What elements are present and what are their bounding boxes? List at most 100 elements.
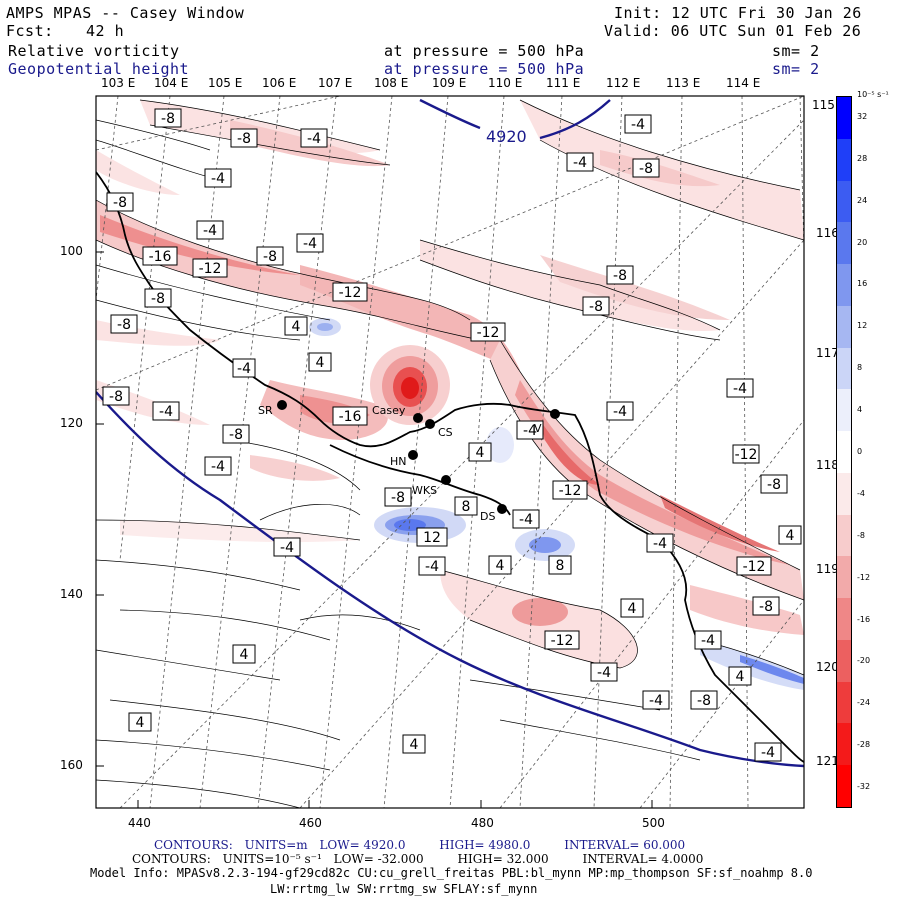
- station-label: DS: [480, 510, 495, 523]
- station-dot: [413, 413, 423, 423]
- contour-label: -4: [649, 693, 663, 709]
- contour-label: -4: [523, 423, 537, 439]
- colorbar-label: -32: [857, 782, 871, 792]
- station-dot: [497, 504, 507, 514]
- station-dot: [550, 409, 560, 419]
- lon-label: 108 E: [374, 76, 409, 90]
- contour-label: 8: [462, 499, 471, 515]
- contour-label: -12: [743, 559, 766, 575]
- contour-label: -4: [237, 361, 251, 377]
- colorbar-swatch: [837, 681, 851, 724]
- colorbar-swatch: [837, 639, 851, 682]
- lon-label: 107 E: [318, 76, 353, 90]
- station-dot: [441, 475, 451, 485]
- contour-label: -8: [229, 427, 243, 443]
- colorbar-label: -4: [857, 488, 865, 498]
- colorbar-label: 4: [857, 405, 863, 415]
- contour-label: -8: [697, 693, 711, 709]
- vorticity-contour-info: CONTOURS: UNITS=10⁻⁵ s⁻¹ LOW= -32.000 HI…: [132, 852, 703, 866]
- contour-info-units: UNITS=m: [244, 838, 308, 852]
- lon-label: 103 E: [101, 76, 136, 90]
- colorbar-swatch: [837, 389, 851, 432]
- contour-label: -4: [613, 404, 627, 420]
- station-label: HN: [390, 455, 407, 468]
- lon-label: 114 E: [726, 76, 761, 90]
- lon-label: 109 E: [432, 76, 467, 90]
- contour-label: 4: [240, 647, 249, 663]
- contour-label: -4: [203, 223, 217, 239]
- contour-label: -8: [639, 161, 653, 177]
- colorbar: [836, 96, 852, 808]
- model-info-physics: LW:rrtmg_lw SW:rrtmg_sw SFLAY:sf_mynn: [270, 882, 538, 896]
- map-background: [96, 96, 804, 808]
- contour-label: 4: [292, 319, 301, 335]
- lon-label: 113 E: [666, 76, 701, 90]
- y-tick-label: 100: [60, 244, 83, 258]
- contour-label: -8: [113, 195, 127, 211]
- contour-info-low: LOW= 4920.0: [319, 838, 406, 852]
- contour-label: -4: [211, 171, 225, 187]
- contour-label: -12: [477, 325, 500, 341]
- plot-title: AMPS MPAS -- Casey Window: [6, 4, 245, 22]
- field2-smoothing: sm= 2: [772, 60, 820, 78]
- contour-label: 8: [556, 558, 565, 574]
- vorticity-field: [96, 100, 804, 690]
- colorbar-label: -24: [857, 698, 871, 708]
- y-tick-label: 160: [60, 758, 83, 772]
- field1-level: at pressure = 500 hPa: [384, 42, 585, 60]
- height-contour-info: CONTOURS: UNITS=m LOW= 4920.0 HIGH= 4980…: [154, 838, 685, 852]
- contour-label: -8: [759, 599, 773, 615]
- contour-label: 4: [410, 737, 419, 753]
- contour-label: 4: [628, 601, 637, 617]
- lon-label: 105 E: [208, 76, 243, 90]
- contour-info-interval: INTERVAL= 4.0000: [582, 852, 704, 866]
- contour-label: -4: [519, 512, 533, 528]
- contour-label: -12: [559, 483, 582, 499]
- forecast-label: Fcst:: [6, 22, 54, 40]
- colorbar-swatch: [837, 472, 851, 515]
- contour-info-label: CONTOURS:: [154, 838, 233, 852]
- colorbar-label: 16: [857, 279, 868, 289]
- contour-label: -8: [151, 291, 165, 307]
- station-label: V: [534, 422, 542, 435]
- station-dot: [425, 419, 435, 429]
- colorbar-swatch: [837, 556, 851, 599]
- station-label: WKS: [412, 484, 437, 497]
- contour-label: 4: [496, 558, 505, 574]
- colorbar-label: 32: [857, 111, 868, 121]
- field1-smoothing: sm= 2: [772, 42, 820, 60]
- contour-label: -4: [280, 540, 294, 556]
- contour-label: -8: [391, 490, 405, 506]
- contour-label: -8: [109, 389, 123, 405]
- lon-label: 106 E: [262, 76, 297, 90]
- contour-label: -4: [425, 559, 439, 575]
- colorbar-label: 20: [857, 237, 868, 247]
- lon-label: 111 E: [546, 76, 581, 90]
- contour-label: -12: [339, 285, 362, 301]
- colorbar-swatch: [837, 97, 851, 139]
- contour-label: -8: [263, 249, 277, 265]
- x-tick-label: 480: [471, 816, 494, 830]
- contour-label: -8: [613, 268, 627, 284]
- colorbar-swatch: [837, 514, 851, 557]
- contour-info-low: LOW= -32.000: [333, 852, 424, 866]
- y-tick-label: 140: [60, 587, 83, 601]
- contour-label: -4: [733, 381, 747, 397]
- colorbar-label: 24: [857, 195, 868, 205]
- forecast-hour: 42 h: [86, 22, 125, 40]
- x-tick-label: 440: [128, 816, 151, 830]
- colorbar-swatch: [837, 347, 851, 390]
- contour-label: 12: [423, 530, 441, 546]
- station-label: Casey: [372, 404, 406, 417]
- contour-info-label: CONTOURS:: [132, 852, 211, 866]
- contour-label: -4: [573, 155, 587, 171]
- colorbar-swatch: [837, 138, 851, 181]
- contour-label: -8: [589, 299, 603, 315]
- x-tick-label: 500: [642, 816, 665, 830]
- y-tick-label: 120: [60, 416, 83, 430]
- contour-label: -4: [159, 404, 173, 420]
- lon-label: 112 E: [606, 76, 641, 90]
- colorbar-label: -16: [857, 614, 871, 624]
- station-label: SR: [258, 404, 273, 417]
